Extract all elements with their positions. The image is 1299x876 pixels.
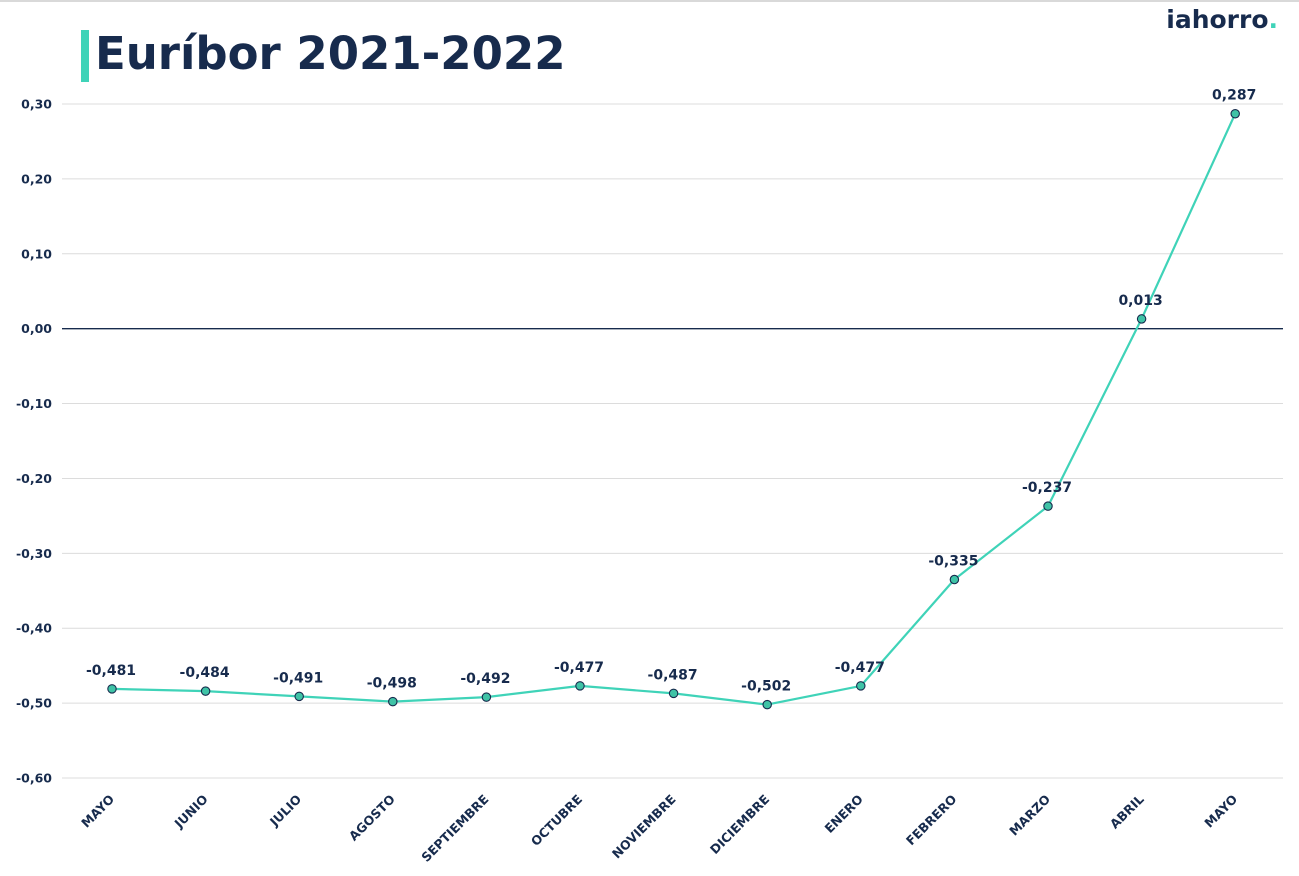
data-label: -0,498 (367, 676, 417, 692)
data-label: 0,013 (1118, 293, 1162, 309)
x-tick-label: ABRIL (1107, 791, 1147, 831)
data-point (856, 681, 866, 691)
x-tick-label: AGOSTO (346, 792, 398, 844)
logo-text: iahorro (1166, 5, 1269, 34)
data-point (1230, 108, 1240, 119)
data-point (668, 688, 679, 699)
gridlines (62, 103, 1283, 779)
x-tick-label: FEBRERO (903, 792, 960, 849)
data-label: -0,477 (835, 660, 885, 676)
data-label: -0,484 (180, 665, 230, 681)
data-label: -0,487 (648, 667, 698, 683)
y-tick-label: -0,20 (16, 471, 52, 486)
y-tick-label: -0,50 (16, 696, 52, 711)
iahorro-logo: iahorro. (1166, 2, 1278, 38)
data-label: -0,477 (554, 660, 604, 676)
y-tick-label: -0,30 (16, 546, 52, 561)
y-tick-label: 0,10 (21, 246, 52, 261)
data-point (1043, 501, 1053, 511)
y-axis-tick-labels: 0,30 0,20 0,10 0,00 -0,10 -0,20 -0,30 -0,40 -0,5… (16, 97, 52, 786)
data-point (294, 691, 304, 702)
data-point (107, 684, 117, 694)
logo-dot: . (1268, 5, 1279, 34)
x-tick-label: MAYO (78, 792, 117, 831)
x-tick-label: MARZO (1006, 792, 1053, 839)
data-label: -0,492 (460, 671, 510, 687)
data-label: -0,237 (1022, 480, 1072, 496)
x-tick-label: OCTUBRE (528, 792, 585, 849)
data-point (762, 699, 772, 710)
y-tick-label: -0,60 (16, 771, 52, 786)
y-tick-label: -0,40 (16, 621, 52, 636)
data-point (200, 686, 211, 696)
x-tick-label: JUNIO (171, 792, 211, 832)
series-line (110, 112, 1237, 706)
x-tick-label: DICIEMBRE (707, 792, 772, 857)
series-line-group (110, 112, 1237, 706)
x-tick-label: JULIO (266, 792, 304, 830)
x-tick-label: MAYO (1201, 792, 1240, 831)
title-accent-bar (81, 30, 89, 82)
y-tick-label: 0,30 (21, 97, 52, 112)
data-point (1136, 314, 1147, 324)
data-label: -0,491 (273, 670, 323, 686)
data-point (949, 574, 960, 585)
y-tick-label: 0,00 (21, 321, 52, 336)
x-tick-label: SEPTIEMBRE (418, 792, 491, 865)
y-tick-label: 0,20 (21, 171, 52, 186)
data-point (481, 692, 492, 702)
data-label: -0,481 (86, 663, 136, 679)
x-axis-tick-labels: MAYO JUNIO JULIO AGOSTO SEPTIEMBRE OCTUBRE NOV… (78, 791, 1240, 864)
top-divider (0, 0, 1299, 2)
data-point (388, 696, 398, 707)
data-markers (107, 108, 1240, 710)
x-tick-label: NOVIEMBRE (609, 792, 679, 862)
y-tick-label: -0,10 (16, 396, 52, 411)
data-label: -0,335 (928, 554, 978, 570)
data-label: 0,287 (1212, 88, 1256, 104)
data-labels: -0,481 -0,484 -0,491 -0,498 -0,492 -0,477 -0,4… (86, 88, 1256, 695)
chart-title: Euríbor 2021-2022 (95, 27, 566, 80)
data-label: -0,502 (741, 679, 791, 695)
data-point (575, 681, 585, 691)
x-tick-label: ENERO (822, 792, 866, 836)
